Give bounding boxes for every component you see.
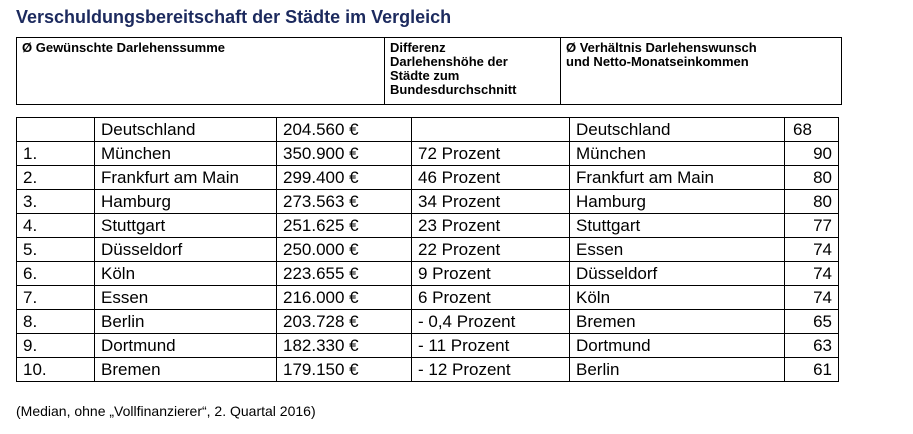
rank-cell: 5. [16, 237, 95, 262]
rank-cell: 1. [16, 141, 95, 166]
amount-cell: 179.150 € [276, 357, 412, 382]
rank-cell: 3. [16, 189, 95, 214]
amount-cell: 182.330 € [276, 333, 412, 358]
header-line: Ø Verhältnis Darlehenswunsch [566, 40, 757, 55]
ratio-cell: 80 [784, 165, 839, 190]
ratio-cell: 65 [784, 309, 839, 334]
rank-cell: 7. [16, 285, 95, 310]
difference-cell: 34 Prozent [411, 189, 570, 214]
table-row: 6. Köln 223.655 €9 Prozent Düsseldorf 74 [16, 261, 839, 286]
table-row: 10. Bremen 179.150 € - 12 Prozent Berlin 61 [16, 357, 839, 382]
city-cell: Berlin [94, 309, 277, 334]
city-cell: Köln [94, 261, 277, 286]
rank-cell [16, 117, 95, 142]
amount-cell: 250.000 € [276, 237, 412, 262]
ratio-cell: 61 [784, 357, 839, 382]
amount-cell: 299.400 € [276, 165, 412, 190]
difference-cell: 6 Prozent [411, 285, 570, 310]
table-row: 9. Dortmund 182.330 € - 11 Prozent Dortmund 6… [16, 333, 839, 358]
city-cell: Essen [94, 285, 277, 310]
header-line: Bundesdurchschnitt [390, 82, 517, 97]
city-cell: Dortmund [94, 333, 277, 358]
footnote: (Median, ohne „Vollfinanzierer“, 2. Quar… [16, 403, 316, 419]
table-row: 3. Hamburg 273.563 €34 Prozent Hamburg 80 [16, 189, 839, 214]
city-cell: Stuttgart [94, 213, 277, 238]
ratio-cell: 77 [784, 213, 839, 238]
table-row: 1. München 350.900 €72 Prozent München 90 [16, 141, 839, 166]
header-col-ratio: Ø Verhältnis Darlehenswunsch und Netto-M… [561, 38, 841, 104]
page-title: Verschuldungsbereitschaft der Städte im … [16, 7, 452, 27]
city-cell: München [94, 141, 277, 166]
ratio-city-cell: München [569, 141, 785, 166]
ratio-city-cell: Dortmund [569, 333, 785, 358]
header-line: Darlehenshöhe der [390, 54, 508, 69]
amount-cell: 216.000 € [276, 285, 412, 310]
table-row: 7. Essen 216.000 €6 Prozent Köln 74 [16, 285, 839, 310]
header-line: Städte zum [390, 68, 460, 83]
ratio-city-cell: Frankfurt am Main [569, 165, 785, 190]
table-row: Deutschland 204.560 € Deutschland 68 [16, 117, 839, 142]
ratio-city-cell: Hamburg [569, 189, 785, 214]
difference-cell [411, 117, 570, 142]
table-row: 2. Frankfurt am Main 299.400 €46 Prozent Fr… [16, 165, 839, 190]
ratio-cell: 74 [784, 237, 839, 262]
rank-cell: 9. [16, 333, 95, 358]
ratio-cell: 80 [784, 189, 839, 214]
header-line: und Netto-Monatseinkommen [566, 54, 749, 69]
amount-cell: 203.728 € [276, 309, 412, 334]
ratio-cell: 68 [784, 117, 839, 142]
rank-cell: 10. [16, 357, 95, 382]
difference-cell: - 11 Prozent [411, 333, 570, 358]
city-cell: Deutschland [94, 117, 277, 142]
ratio-city-cell: Essen [569, 237, 785, 262]
table-row: 5. Düsseldorf 250.000 €22 Prozent Essen 74 [16, 237, 839, 262]
rank-cell: 6. [16, 261, 95, 286]
difference-cell: 22 Prozent [411, 237, 570, 262]
ratio-cell: 74 [784, 285, 839, 310]
ratio-city-cell: Köln [569, 285, 785, 310]
ratio-city-cell: Stuttgart [569, 213, 785, 238]
amount-cell: 251.625 € [276, 213, 412, 238]
table-row: 4. Stuttgart 251.625 €23 Prozent Stuttgart 7… [16, 213, 839, 238]
rank-cell: 2. [16, 165, 95, 190]
ratio-city-cell: Deutschland [569, 117, 785, 142]
difference-cell: 9 Prozent [411, 261, 570, 286]
difference-cell: - 0,4 Prozent [411, 309, 570, 334]
table-header: Ø Gewünschte Darlehenssumme Differenz Da… [16, 37, 842, 105]
amount-cell: 350.900 € [276, 141, 412, 166]
difference-cell: - 12 Prozent [411, 357, 570, 382]
rank-cell: 4. [16, 213, 95, 238]
ratio-city-cell: Bremen [569, 309, 785, 334]
amount-cell: 273.563 € [276, 189, 412, 214]
ratio-city-cell: Düsseldorf [569, 261, 785, 286]
city-cell: Hamburg [94, 189, 277, 214]
ratio-cell: 90 [784, 141, 839, 166]
difference-cell: 72 Prozent [411, 141, 570, 166]
difference-cell: 23 Prozent [411, 213, 570, 238]
ratio-cell: 63 [784, 333, 839, 358]
city-cell: Frankfurt am Main [94, 165, 277, 190]
rank-cell: 8. [16, 309, 95, 334]
data-table: Deutschland 204.560 € Deutschland 68 1. Münch… [16, 117, 839, 382]
header-col-difference: Differenz Darlehenshöhe der Städte zum B… [385, 38, 561, 104]
ratio-cell: 74 [784, 261, 839, 286]
city-cell: Bremen [94, 357, 277, 382]
header-line: Differenz [390, 40, 446, 55]
amount-cell: 223.655 € [276, 261, 412, 286]
ratio-city-cell: Berlin [569, 357, 785, 382]
table-row: 8. Berlin 203.728 € - 0,4 Prozent Bremen 65 [16, 309, 839, 334]
difference-cell: 46 Prozent [411, 165, 570, 190]
amount-cell: 204.560 € [276, 117, 412, 142]
city-cell: Düsseldorf [94, 237, 277, 262]
header-col-loan-amount: Ø Gewünschte Darlehenssumme [17, 38, 385, 104]
